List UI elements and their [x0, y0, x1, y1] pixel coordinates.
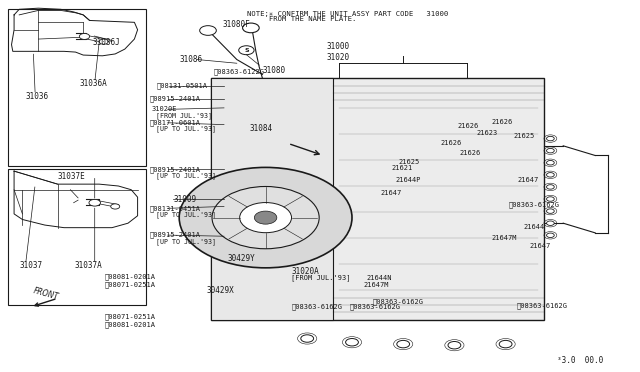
- Text: 21625: 21625: [398, 159, 419, 165]
- Text: 21626: 21626: [458, 124, 479, 129]
- Text: 31020: 31020: [326, 53, 349, 62]
- Text: 21644N: 21644N: [366, 275, 392, 281]
- Text: 31080: 31080: [262, 66, 285, 75]
- Bar: [8, 169, 146, 305]
- Text: Ⓥ08915-2401A: Ⓥ08915-2401A: [150, 95, 201, 102]
- Circle shape: [547, 197, 554, 201]
- Text: [FROM JUL.'93]: [FROM JUL.'93]: [156, 112, 212, 119]
- Text: 31037E: 31037E: [58, 172, 85, 181]
- Circle shape: [547, 148, 554, 153]
- Text: 21647: 21647: [530, 243, 551, 248]
- Text: Ⓑ08071-0251A: Ⓑ08071-0251A: [105, 314, 156, 320]
- Text: Ⓑ08131-0451A: Ⓑ08131-0451A: [150, 205, 201, 212]
- Bar: [8, 9, 146, 166]
- Text: 31000: 31000: [326, 42, 349, 51]
- Circle shape: [212, 186, 319, 249]
- Circle shape: [547, 173, 554, 177]
- Text: Ⓢ08363-6162G: Ⓢ08363-6162G: [509, 201, 560, 208]
- Text: 31084: 31084: [250, 124, 273, 133]
- Text: [UP TO JUL.'93]: [UP TO JUL.'93]: [156, 172, 216, 179]
- Text: 21626: 21626: [460, 150, 481, 155]
- Bar: [211, 78, 544, 320]
- Text: 31037: 31037: [19, 262, 42, 270]
- Circle shape: [547, 209, 554, 214]
- Text: Ⓢ08363-6162G: Ⓢ08363-6162G: [517, 302, 568, 309]
- Circle shape: [243, 23, 259, 33]
- Text: 21621: 21621: [392, 165, 413, 171]
- Text: [UP TO JUL.'93]: [UP TO JUL.'93]: [156, 212, 216, 218]
- Circle shape: [448, 341, 461, 349]
- Circle shape: [111, 204, 120, 209]
- Circle shape: [547, 161, 554, 165]
- Text: Ⓢ08363-6162G: Ⓢ08363-6162G: [291, 304, 342, 310]
- Circle shape: [239, 202, 292, 233]
- Text: 31036J: 31036J: [93, 38, 120, 47]
- Circle shape: [346, 339, 358, 346]
- Text: 21647M: 21647M: [364, 282, 389, 288]
- Text: NOTE;✳ CONFIRM THE UNIT ASSY PART CODE   31000: NOTE;✳ CONFIRM THE UNIT ASSY PART CODE 3…: [247, 11, 448, 17]
- Text: Ⓦ08915-2401A: Ⓦ08915-2401A: [150, 166, 201, 173]
- Text: Ⓦ08915-2401A: Ⓦ08915-2401A: [150, 232, 201, 238]
- Text: Ⓑ08081-0201A: Ⓑ08081-0201A: [105, 274, 156, 280]
- Text: Ⓑ08171-0601A: Ⓑ08171-0601A: [150, 119, 201, 126]
- Circle shape: [99, 39, 108, 44]
- Circle shape: [397, 340, 410, 348]
- Text: 31020E: 31020E: [152, 106, 177, 112]
- Text: 30429X: 30429X: [206, 286, 234, 295]
- Bar: [211, 78, 333, 320]
- Text: 21625: 21625: [513, 133, 534, 139]
- Text: [UP TO JUL.'93]: [UP TO JUL.'93]: [156, 126, 216, 132]
- Text: FRONT: FRONT: [33, 287, 60, 302]
- Text: 21647: 21647: [517, 177, 538, 183]
- Circle shape: [79, 33, 90, 39]
- Text: 31037A: 31037A: [75, 262, 102, 270]
- Text: 21644P: 21644P: [396, 177, 421, 183]
- Circle shape: [301, 335, 314, 342]
- Text: 30429Y: 30429Y: [227, 254, 255, 263]
- Text: 31020A: 31020A: [291, 267, 319, 276]
- Circle shape: [254, 211, 277, 224]
- Text: 21623: 21623: [477, 130, 498, 136]
- Text: 31036: 31036: [26, 92, 49, 101]
- Text: [UP TO JUL.'93]: [UP TO JUL.'93]: [156, 238, 216, 245]
- Text: Ⓑ08131-0501A: Ⓑ08131-0501A: [156, 82, 207, 89]
- Circle shape: [547, 185, 554, 189]
- Text: 21647M: 21647M: [492, 235, 517, 241]
- Text: 21626: 21626: [492, 119, 513, 125]
- Circle shape: [547, 137, 554, 141]
- Text: 31036A: 31036A: [80, 79, 108, 88]
- Circle shape: [200, 26, 216, 35]
- Text: [FROM JUL.'93]: [FROM JUL.'93]: [291, 275, 351, 281]
- Text: S: S: [244, 48, 249, 53]
- Circle shape: [499, 340, 512, 348]
- Text: 21626: 21626: [440, 140, 461, 146]
- Text: Ⓢ08363-6122G: Ⓢ08363-6122G: [214, 68, 265, 75]
- Text: Ⓑ08071-0251A: Ⓑ08071-0251A: [105, 281, 156, 288]
- Text: 31080F: 31080F: [222, 20, 250, 29]
- Circle shape: [547, 221, 554, 225]
- Circle shape: [179, 167, 352, 268]
- Text: ³3.0  00.0: ³3.0 00.0: [557, 356, 603, 365]
- Text: Ⓢ08363-6162G: Ⓢ08363-6162G: [372, 298, 424, 305]
- Text: Ⓑ08081-0201A: Ⓑ08081-0201A: [105, 321, 156, 328]
- Text: FROM THE NAME PLATE.: FROM THE NAME PLATE.: [247, 16, 356, 22]
- Circle shape: [547, 233, 554, 238]
- Text: 21644: 21644: [524, 224, 545, 230]
- Text: Ⓢ08363-6162G: Ⓢ08363-6162G: [350, 304, 401, 310]
- Text: 21647: 21647: [381, 190, 402, 196]
- Text: 31009: 31009: [173, 195, 196, 203]
- Text: 31086: 31086: [180, 55, 203, 64]
- Circle shape: [89, 199, 100, 206]
